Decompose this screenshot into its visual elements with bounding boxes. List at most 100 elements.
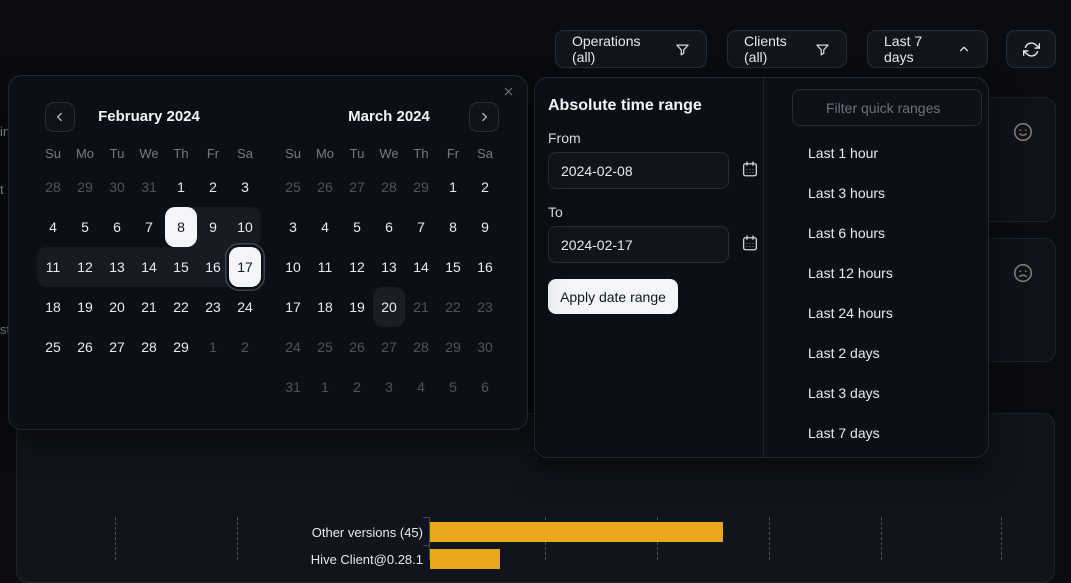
calendar-day[interactable]: 24: [229, 287, 261, 327]
chart-bar[interactable]: [430, 549, 500, 569]
next-month-button[interactable]: [469, 102, 499, 132]
operations-filter-button[interactable]: Operations (all): [555, 30, 707, 68]
calendar-day[interactable]: 10: [229, 207, 261, 247]
calendar-day[interactable]: 8: [437, 207, 469, 247]
quick-range-item[interactable]: Last 7 days: [808, 425, 880, 441]
time-range-button[interactable]: Last 7 days: [867, 30, 988, 68]
calendar-day[interactable]: 2: [469, 167, 501, 207]
calendar-day[interactable]: 23: [469, 287, 501, 327]
calendar-day[interactable]: 4: [309, 207, 341, 247]
calendar-day[interactable]: 2: [229, 327, 261, 367]
calendar-day[interactable]: 29: [69, 167, 101, 207]
calendar-day[interactable]: 27: [101, 327, 133, 367]
calendar-day[interactable]: 5: [437, 367, 469, 407]
calendar-day[interactable]: 6: [469, 367, 501, 407]
calendar-day[interactable]: 14: [405, 247, 437, 287]
apply-date-range-button[interactable]: Apply date range: [548, 279, 678, 314]
quick-range-item[interactable]: Last 3 hours: [808, 185, 886, 201]
calendar-day[interactable]: 7: [133, 207, 165, 247]
calendar-day[interactable]: 13: [101, 247, 133, 287]
refresh-button[interactable]: [1006, 30, 1056, 68]
calendar-day[interactable]: 9: [469, 207, 501, 247]
calendar-day[interactable]: 13: [373, 247, 405, 287]
calendar-day[interactable]: 20: [373, 287, 405, 327]
calendar-day[interactable]: 30: [101, 167, 133, 207]
calendar-day[interactable]: 25: [277, 167, 309, 207]
close-icon[interactable]: [503, 86, 514, 97]
calendar-day[interactable]: 4: [37, 207, 69, 247]
calendar-day[interactable]: 3: [373, 367, 405, 407]
calendar-day[interactable]: 29: [405, 167, 437, 207]
calendar-day[interactable]: 29: [165, 327, 197, 367]
calendar-day[interactable]: 23: [197, 287, 229, 327]
calendar-day[interactable]: 3: [229, 167, 261, 207]
calendar-day[interactable]: 12: [69, 247, 101, 287]
calendar-day[interactable]: 10: [277, 247, 309, 287]
calendar-day[interactable]: 17: [277, 287, 309, 327]
calendar-day[interactable]: 14: [133, 247, 165, 287]
calendar-day[interactable]: 22: [165, 287, 197, 327]
calendar-day[interactable]: 28: [405, 327, 437, 367]
quick-range-item[interactable]: Last 2 days: [808, 345, 880, 361]
calendar-icon[interactable]: [741, 160, 763, 182]
calendar-day[interactable]: 15: [165, 247, 197, 287]
chart-bar[interactable]: [430, 522, 723, 542]
calendar-day[interactable]: 8: [165, 207, 197, 247]
calendar-day[interactable]: 6: [373, 207, 405, 247]
calendar-day[interactable]: 2: [197, 167, 229, 207]
calendar-day[interactable]: 24: [277, 327, 309, 367]
calendar-day[interactable]: 30: [469, 327, 501, 367]
calendar-day[interactable]: 27: [373, 327, 405, 367]
calendar-day[interactable]: 21: [405, 287, 437, 327]
calendar-day[interactable]: 5: [69, 207, 101, 247]
quick-range-item[interactable]: Last 1 hour: [808, 145, 879, 161]
calendar-day[interactable]: 1: [165, 167, 197, 207]
quick-range-item[interactable]: Last 24 hours: [808, 305, 893, 321]
calendar-day[interactable]: 26: [69, 327, 101, 367]
to-date-input[interactable]: [548, 226, 729, 263]
from-date-input[interactable]: [548, 152, 729, 189]
calendar-day[interactable]: 5: [341, 207, 373, 247]
calendar-day[interactable]: 21: [133, 287, 165, 327]
calendar-day[interactable]: 12: [341, 247, 373, 287]
calendar-day[interactable]: 2: [341, 367, 373, 407]
quick-range-item[interactable]: Last 3 days: [808, 385, 880, 401]
calendar-day[interactable]: 18: [309, 287, 341, 327]
clients-filter-button[interactable]: Clients (all): [727, 30, 847, 68]
calendar-day[interactable]: 9: [197, 207, 229, 247]
calendar-day[interactable]: 27: [341, 167, 373, 207]
calendar-day[interactable]: 25: [37, 327, 69, 367]
calendar-day[interactable]: 26: [309, 167, 341, 207]
calendar-day[interactable]: 7: [405, 207, 437, 247]
quick-range-item[interactable]: Last 6 hours: [808, 225, 886, 241]
calendar-day[interactable]: 22: [437, 287, 469, 327]
calendar-day[interactable]: 28: [37, 167, 69, 207]
quick-range-item[interactable]: Last 12 hours: [808, 265, 893, 281]
calendar-day[interactable]: 15: [437, 247, 469, 287]
calendar-day[interactable]: 28: [133, 327, 165, 367]
calendar-day[interactable]: 31: [133, 167, 165, 207]
calendar-day[interactable]: 29: [437, 327, 469, 367]
previous-month-button[interactable]: [45, 102, 75, 132]
calendar-day[interactable]: 20: [101, 287, 133, 327]
calendar-day[interactable]: 4: [405, 367, 437, 407]
quick-ranges-filter-input[interactable]: [792, 89, 982, 126]
calendar-day[interactable]: 11: [37, 247, 69, 287]
calendar-day[interactable]: 11: [309, 247, 341, 287]
calendar-day[interactable]: 16: [469, 247, 501, 287]
calendar-day[interactable]: 16: [197, 247, 229, 287]
calendar-day[interactable]: 1: [197, 327, 229, 367]
calendar-day[interactable]: 1: [309, 367, 341, 407]
calendar-day[interactable]: 19: [341, 287, 373, 327]
calendar-day[interactable]: 18: [37, 287, 69, 327]
calendar-day[interactable]: 19: [69, 287, 101, 327]
calendar-day[interactable]: 6: [101, 207, 133, 247]
calendar-day[interactable]: 28: [373, 167, 405, 207]
calendar-day[interactable]: 25: [309, 327, 341, 367]
calendar-icon[interactable]: [741, 234, 763, 256]
calendar-day[interactable]: 17: [229, 247, 261, 287]
calendar-day[interactable]: 31: [277, 367, 309, 407]
calendar-day[interactable]: 26: [341, 327, 373, 367]
calendar-day[interactable]: 3: [277, 207, 309, 247]
calendar-day[interactable]: 1: [437, 167, 469, 207]
